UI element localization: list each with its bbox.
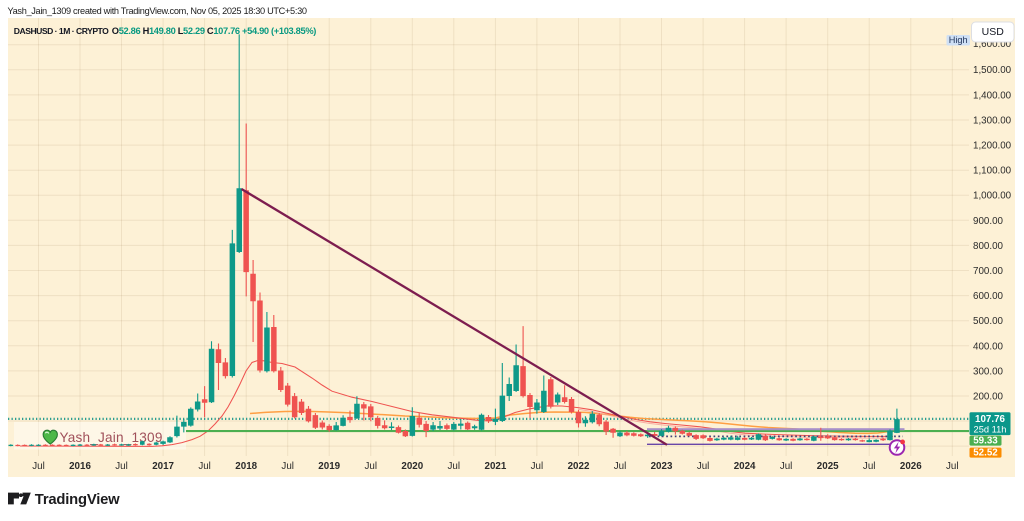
- svg-text:Jul: Jul: [614, 461, 627, 472]
- svg-text:107.76: 107.76: [975, 414, 1006, 425]
- svg-text:Jul: Jul: [780, 461, 793, 472]
- svg-text:2021: 2021: [485, 461, 507, 472]
- svg-text:52.52: 52.52: [973, 447, 998, 458]
- svg-text:2019: 2019: [318, 461, 340, 472]
- svg-text:Jul: Jul: [946, 461, 959, 472]
- svg-text:1,300.00: 1,300.00: [973, 115, 1012, 126]
- svg-text:1,200.00: 1,200.00: [973, 141, 1012, 152]
- svg-text:500.00: 500.00: [973, 316, 1004, 327]
- svg-text:59.33: 59.33: [973, 435, 998, 446]
- svg-text:DASHUSD · 1M · CRYPTO: DASHUSD · 1M · CRYPTO: [14, 26, 109, 36]
- svg-text:Jul: Jul: [448, 461, 461, 472]
- svg-text:Jul: Jul: [281, 461, 294, 472]
- svg-text:High: High: [949, 35, 968, 45]
- svg-text:Jul: Jul: [531, 461, 544, 472]
- svg-text:2026: 2026: [900, 461, 922, 472]
- svg-text:1,500.00: 1,500.00: [973, 65, 1012, 76]
- svg-text:Jul: Jul: [32, 461, 45, 472]
- svg-text:Jul: Jul: [198, 461, 211, 472]
- svg-text:900.00: 900.00: [973, 216, 1004, 227]
- svg-text:300.00: 300.00: [973, 366, 1004, 377]
- svg-text:700.00: 700.00: [973, 266, 1004, 277]
- svg-text:200.00: 200.00: [973, 392, 1004, 403]
- svg-text:600.00: 600.00: [973, 291, 1004, 302]
- svg-text:Jul: Jul: [365, 461, 378, 472]
- svg-text:2020: 2020: [401, 461, 423, 472]
- svg-text:Jul: Jul: [697, 461, 710, 472]
- svg-text:TradingView: TradingView: [35, 492, 120, 508]
- svg-text:2025: 2025: [817, 461, 839, 472]
- svg-text:2023: 2023: [651, 461, 673, 472]
- svg-text:Jul: Jul: [115, 461, 128, 472]
- svg-text:25d 11h: 25d 11h: [974, 424, 1007, 434]
- svg-text:1,600.00: 1,600.00: [973, 39, 1012, 50]
- svg-text:2018: 2018: [235, 461, 257, 472]
- svg-text:2017: 2017: [152, 461, 174, 472]
- svg-text:USD: USD: [982, 26, 1005, 38]
- svg-text:2022: 2022: [568, 461, 590, 472]
- svg-text:2024: 2024: [734, 461, 756, 472]
- svg-text:1,100.00: 1,100.00: [973, 166, 1012, 177]
- svg-text:400.00: 400.00: [973, 341, 1004, 352]
- svg-text:1,000.00: 1,000.00: [973, 191, 1012, 202]
- svg-text:1,400.00: 1,400.00: [973, 90, 1012, 101]
- svg-text:2016: 2016: [69, 461, 91, 472]
- svg-text:O52.86 H149.80 L52.29 C107.76: O52.86 H149.80 L52.29 C107.76 +54.90 (+1…: [112, 26, 316, 36]
- svg-text:Yash_Jain_1309 created with Tr: Yash_Jain_1309 created with TradingView.…: [8, 6, 307, 16]
- svg-text:Jul: Jul: [863, 461, 876, 472]
- svg-text:Yash_Jain_1309: Yash_Jain_1309: [60, 430, 163, 445]
- svg-text:800.00: 800.00: [973, 241, 1004, 252]
